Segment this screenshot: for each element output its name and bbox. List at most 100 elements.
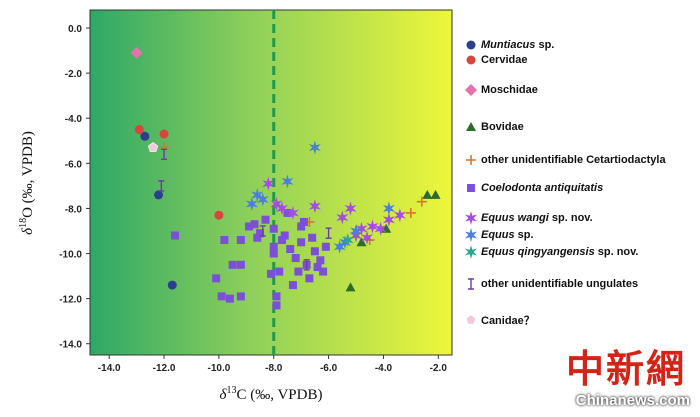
point-coelodonta-antiquitatis bbox=[286, 245, 295, 254]
x-tick-label: -6.0 bbox=[320, 363, 338, 374]
legend-item: other unidentifiable ungulates bbox=[464, 277, 638, 291]
point-equus-wangi-sp-nov bbox=[374, 221, 387, 236]
point-other-unidentifiable-cetartiodactyla bbox=[416, 196, 427, 207]
point-equus-wangi-sp-nov bbox=[275, 201, 288, 216]
point-coelodonta-antiquitatis bbox=[245, 222, 254, 231]
y-tick-label: -8.0 bbox=[65, 204, 83, 215]
point-equus-qingyangensis-sp-nov bbox=[341, 233, 354, 247]
point-coelodonta-antiquitatis bbox=[269, 224, 278, 233]
point-coelodonta-antiquitatis bbox=[277, 236, 286, 244]
legend-label: Coelodonta antiquitatis bbox=[481, 182, 604, 194]
legend-label: Equus sp. bbox=[481, 229, 534, 241]
point-coelodonta-antiquitatis bbox=[212, 274, 221, 283]
legend-marker-shape bbox=[466, 55, 476, 65]
legend-marker-icon bbox=[464, 211, 478, 225]
legend-label: Bovidae bbox=[481, 121, 524, 133]
point-coelodonta-antiquitatis bbox=[313, 263, 322, 272]
point-equus-sp bbox=[350, 224, 363, 238]
point-equus-wangi-sp-nov bbox=[336, 210, 349, 225]
legend-label: Canidae？ bbox=[481, 315, 535, 327]
point-equus-sp bbox=[245, 196, 258, 211]
point-coelodonta-antiquitatis bbox=[269, 242, 278, 251]
legend-item: Equus sp. bbox=[464, 228, 534, 242]
legend-marker-shape bbox=[467, 184, 475, 192]
point-coelodonta-antiquitatis bbox=[272, 301, 281, 310]
legend-label: Muntiacus sp. bbox=[481, 39, 555, 51]
y-tick-label: 0.0 bbox=[68, 24, 82, 35]
point-coelodonta-antiquitatis bbox=[261, 215, 270, 224]
legend-item: Bovidae bbox=[464, 120, 524, 134]
point-bovidae bbox=[430, 189, 441, 199]
point-equus-sp bbox=[308, 140, 321, 155]
point-coelodonta-antiquitatis bbox=[294, 267, 303, 276]
point-equus-sp bbox=[333, 239, 346, 254]
legend-marker-icon bbox=[464, 228, 478, 242]
legend-marker-shape bbox=[464, 228, 478, 242]
point-coelodonta-antiquitatis bbox=[269, 249, 278, 258]
y-tick-label: -6.0 bbox=[65, 159, 83, 170]
x-tick-label: -14.0 bbox=[98, 363, 121, 374]
point-coelodonta-antiquitatis bbox=[236, 236, 245, 244]
y-tick-label: -14.0 bbox=[59, 340, 82, 351]
legend-item: Cervidae bbox=[464, 53, 527, 67]
point-coelodonta-antiquitatis bbox=[171, 231, 180, 240]
point-coelodonta-antiquitatis bbox=[291, 254, 300, 263]
legend-label: other unidentifiable ungulates bbox=[481, 278, 639, 290]
point-other-unidentifiable-ungulates bbox=[161, 148, 168, 161]
point-bovidae bbox=[356, 237, 367, 247]
point-canidae bbox=[147, 142, 159, 152]
point-coelodonta-antiquitatis bbox=[297, 238, 306, 247]
watermark-site: Chinanews.com bbox=[575, 392, 690, 409]
legend-label: Equus qingyangensis sp. nov. bbox=[481, 246, 639, 258]
point-equus-sp bbox=[281, 174, 294, 189]
legend-item: other unidentifiable Cetartiodactyla bbox=[464, 153, 666, 167]
legend-marker-icon bbox=[464, 53, 478, 67]
point-coelodonta-antiquitatis bbox=[275, 267, 284, 276]
point-coelodonta-antiquitatis bbox=[236, 260, 245, 269]
y-tick-label: -12.0 bbox=[59, 295, 82, 306]
point-other-unidentifiable-ungulates bbox=[325, 227, 332, 239]
point-coelodonta-antiquitatis bbox=[316, 256, 325, 265]
point-equus-wangi-sp-nov bbox=[393, 208, 406, 223]
x-tick-label: -10.0 bbox=[207, 363, 230, 374]
point-muntiacus-sp bbox=[154, 190, 164, 200]
point-coelodonta-antiquitatis bbox=[228, 260, 237, 269]
point-moschidae bbox=[130, 46, 143, 59]
legend-marker-icon bbox=[464, 277, 478, 291]
legend-item: Canidae？ bbox=[464, 313, 535, 327]
legend: Muntiacus sp. Cervidae Moschidae Bovidae oth… bbox=[464, 0, 700, 417]
point-equus-wangi-sp-nov bbox=[344, 201, 357, 216]
legend-marker-icon bbox=[464, 245, 478, 259]
point-coelodonta-antiquitatis bbox=[236, 292, 245, 301]
legend-marker-shape bbox=[465, 84, 477, 96]
point-coelodonta-antiquitatis bbox=[310, 247, 319, 256]
point-muntiacus-sp bbox=[167, 280, 177, 290]
point-coelodonta-antiquitatis bbox=[321, 242, 330, 251]
y-axis-label: δ18O (‰, VPDB) bbox=[18, 131, 36, 235]
point-coelodonta-antiquitatis bbox=[225, 294, 234, 303]
legend-marker-icon bbox=[464, 313, 478, 327]
x-tick-label: -2.0 bbox=[430, 363, 448, 374]
point-bovidae bbox=[345, 282, 356, 292]
point-cervidae bbox=[159, 129, 169, 139]
point-coelodonta-antiquitatis bbox=[272, 292, 281, 301]
legend-marker-shape bbox=[465, 314, 477, 325]
legend-item: Moschidae bbox=[464, 83, 538, 97]
x-tick-label: -8.0 bbox=[265, 363, 283, 374]
legend-marker-icon bbox=[464, 38, 478, 52]
point-coelodonta-antiquitatis bbox=[288, 281, 297, 290]
point-equus-wangi-sp-nov bbox=[270, 196, 283, 211]
legend-item: Equus qingyangensis sp. nov. bbox=[464, 245, 639, 259]
point-equus-wangi-sp-nov bbox=[382, 212, 395, 227]
legend-label: Cervidae bbox=[481, 54, 528, 66]
legend-marker-shape bbox=[466, 122, 476, 131]
legend-marker-icon bbox=[464, 83, 478, 97]
point-coelodonta-antiquitatis bbox=[280, 231, 289, 240]
legend-marker-shape bbox=[464, 211, 478, 225]
point-bovidae bbox=[422, 189, 433, 199]
legend-item: Coelodonta antiquitatis bbox=[464, 181, 603, 195]
legend-marker-icon bbox=[464, 181, 478, 195]
point-equus-wangi-sp-nov bbox=[286, 205, 299, 220]
y-tick-label: -2.0 bbox=[65, 69, 83, 80]
point-coelodonta-antiquitatis bbox=[253, 233, 262, 242]
